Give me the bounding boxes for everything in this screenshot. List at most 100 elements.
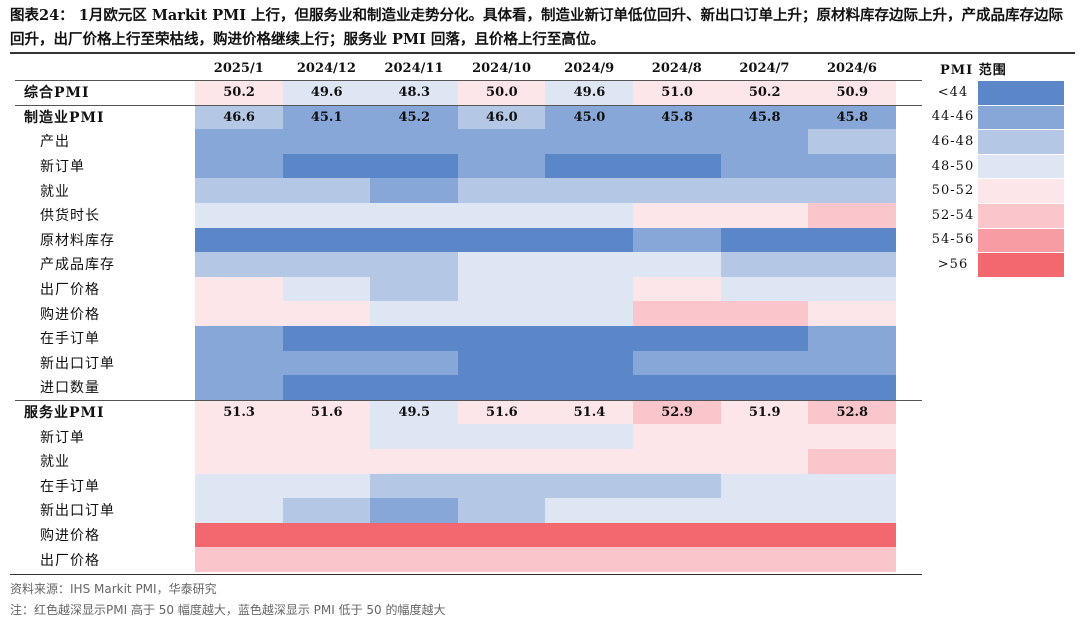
cell xyxy=(195,203,284,229)
cell xyxy=(457,326,546,352)
rule xyxy=(10,574,922,575)
row-rule xyxy=(15,104,922,106)
rule xyxy=(10,52,1075,54)
cell xyxy=(545,547,634,573)
cell xyxy=(545,276,634,302)
row-label: 在手订单 xyxy=(40,478,100,495)
cell xyxy=(720,449,809,475)
cell: 52.9 xyxy=(633,399,722,425)
cell xyxy=(720,375,809,401)
legend-swatch xyxy=(978,252,1064,277)
cell xyxy=(370,203,459,229)
cell xyxy=(282,375,371,401)
cell xyxy=(808,276,897,302)
cell: 45.8 xyxy=(633,104,722,130)
legend-label: <44 xyxy=(937,84,969,100)
column-header: 2024/10 xyxy=(472,60,532,76)
row-rule xyxy=(15,399,922,401)
cell xyxy=(282,178,371,204)
cell xyxy=(720,301,809,327)
cell xyxy=(370,129,459,155)
cell xyxy=(195,547,284,573)
cell xyxy=(633,252,722,278)
row-label: 服务业PMI xyxy=(24,405,105,422)
cell xyxy=(282,153,371,179)
cell xyxy=(370,252,459,278)
row-label: 进口数量 xyxy=(40,380,100,397)
cell xyxy=(545,449,634,475)
cell: 51.6 xyxy=(282,399,371,425)
cell xyxy=(633,350,722,376)
cell xyxy=(633,227,722,253)
cell xyxy=(545,227,634,253)
row-label: 新订单 xyxy=(40,159,85,176)
cell xyxy=(457,129,546,155)
cell xyxy=(633,375,722,401)
cell xyxy=(808,350,897,376)
cell xyxy=(282,498,371,524)
cell: 45.0 xyxy=(545,104,634,130)
cell xyxy=(720,178,809,204)
cell xyxy=(282,276,371,302)
cell xyxy=(633,203,722,229)
cell xyxy=(720,326,809,352)
cell xyxy=(370,375,459,401)
cell xyxy=(633,424,722,450)
legend-label: 52-54 xyxy=(931,207,975,223)
cell xyxy=(720,276,809,302)
cell: 51.3 xyxy=(195,399,284,425)
legend-label: 48-50 xyxy=(931,158,975,174)
cell xyxy=(633,178,722,204)
cell xyxy=(720,522,809,548)
row-label: 制造业PMI xyxy=(24,109,105,126)
column-header: 2024/8 xyxy=(651,60,702,76)
cell xyxy=(720,227,809,253)
cell xyxy=(545,301,634,327)
cell xyxy=(457,449,546,475)
cell xyxy=(545,252,634,278)
cell xyxy=(720,203,809,229)
cell xyxy=(195,449,284,475)
cell xyxy=(195,522,284,548)
cell xyxy=(808,449,897,475)
cell xyxy=(282,129,371,155)
cell xyxy=(720,547,809,573)
legend-title: PMI 范围 xyxy=(940,62,1007,78)
cell: 45.8 xyxy=(720,104,809,130)
column-header: 2024/9 xyxy=(564,60,615,76)
cell xyxy=(457,498,546,524)
cell xyxy=(808,129,897,155)
cell xyxy=(457,522,546,548)
cell xyxy=(457,547,546,573)
legend-label: 46-48 xyxy=(931,133,975,149)
cell xyxy=(457,203,546,229)
cell xyxy=(808,203,897,229)
cell xyxy=(633,522,722,548)
cell xyxy=(808,547,897,573)
cell xyxy=(282,350,371,376)
cell xyxy=(195,153,284,179)
row-label: 产成品库存 xyxy=(40,257,115,274)
cell xyxy=(195,129,284,155)
legend-swatch xyxy=(978,104,1064,130)
column-header: 2024/6 xyxy=(826,60,877,76)
cell xyxy=(370,276,459,302)
cell xyxy=(282,547,371,573)
row-label: 在手订单 xyxy=(40,331,100,348)
cell xyxy=(720,424,809,450)
cell xyxy=(195,252,284,278)
cell xyxy=(195,350,284,376)
cell: 52.8 xyxy=(808,399,897,425)
legend-swatch xyxy=(978,203,1064,228)
legend-label: 50-52 xyxy=(931,183,975,199)
title: 图表24： 1月欧元区 Markit PMI 上行，但服务业和制造业走势分化。具… xyxy=(10,7,1064,48)
cell xyxy=(457,375,546,401)
cell xyxy=(370,498,459,524)
cell xyxy=(195,498,284,524)
cell xyxy=(545,153,634,179)
cell: 50.2 xyxy=(720,80,809,106)
cell xyxy=(457,473,546,499)
cell xyxy=(195,301,284,327)
row-label: 就业 xyxy=(40,183,70,200)
